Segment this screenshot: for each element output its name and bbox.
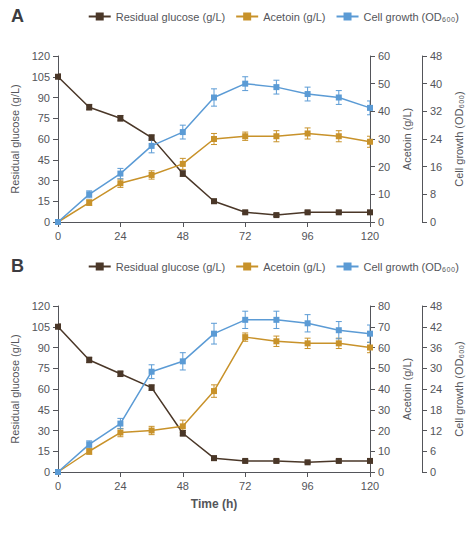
svg-text:8: 8 bbox=[430, 188, 436, 200]
svg-text:75: 75 bbox=[38, 362, 50, 374]
svg-text:105: 105 bbox=[32, 71, 50, 83]
svg-text:12: 12 bbox=[430, 425, 442, 437]
svg-text:96: 96 bbox=[301, 230, 313, 242]
svg-text:Acetoin (g/L): Acetoin (g/L) bbox=[263, 261, 325, 273]
svg-text:0: 0 bbox=[430, 466, 436, 478]
svg-text:10: 10 bbox=[378, 445, 390, 457]
svg-text:Acetoin (g/L): Acetoin (g/L) bbox=[263, 11, 325, 23]
svg-text:50: 50 bbox=[378, 78, 390, 90]
svg-text:72: 72 bbox=[239, 230, 251, 242]
svg-text:30: 30 bbox=[38, 425, 50, 437]
svg-text:96: 96 bbox=[301, 480, 313, 492]
svg-text:90: 90 bbox=[38, 92, 50, 104]
svg-text:120: 120 bbox=[361, 480, 379, 492]
svg-text:75: 75 bbox=[38, 112, 50, 124]
svg-text:105: 105 bbox=[32, 321, 50, 333]
svg-text:0: 0 bbox=[378, 216, 384, 228]
svg-text:24: 24 bbox=[430, 383, 442, 395]
svg-text:24: 24 bbox=[114, 480, 126, 492]
svg-text:40: 40 bbox=[378, 383, 390, 395]
svg-text:Residual glucose (g/L): Residual glucose (g/L) bbox=[116, 11, 225, 23]
svg-text:50: 50 bbox=[378, 362, 390, 374]
svg-text:6: 6 bbox=[430, 445, 436, 457]
svg-text:30: 30 bbox=[378, 404, 390, 416]
svg-text:48: 48 bbox=[177, 480, 189, 492]
svg-text:40: 40 bbox=[430, 78, 442, 90]
svg-text:0: 0 bbox=[44, 216, 50, 228]
svg-text:0: 0 bbox=[55, 480, 61, 492]
svg-text:0: 0 bbox=[378, 466, 384, 478]
svg-text:48: 48 bbox=[430, 50, 442, 62]
svg-text:Acetoin (g/L): Acetoin (g/L) bbox=[401, 358, 413, 420]
svg-text:20: 20 bbox=[378, 425, 390, 437]
svg-text:0: 0 bbox=[430, 216, 436, 228]
svg-text:120: 120 bbox=[32, 300, 50, 312]
svg-text:48: 48 bbox=[430, 300, 442, 312]
svg-text:Residual glucose (g/L): Residual glucose (g/L) bbox=[9, 84, 21, 193]
svg-text:A: A bbox=[11, 6, 24, 26]
svg-text:60: 60 bbox=[38, 383, 50, 395]
svg-text:30: 30 bbox=[430, 362, 442, 374]
svg-text:15: 15 bbox=[38, 195, 50, 207]
svg-text:Acetoin (g/L): Acetoin (g/L) bbox=[401, 108, 413, 170]
svg-text:Time (h): Time (h) bbox=[191, 497, 237, 511]
svg-text:72: 72 bbox=[239, 480, 251, 492]
svg-text:120: 120 bbox=[32, 50, 50, 62]
svg-text:Residual glucose (g/L): Residual glucose (g/L) bbox=[9, 334, 21, 443]
svg-text:30: 30 bbox=[38, 175, 50, 187]
svg-text:42: 42 bbox=[430, 321, 442, 333]
svg-text:16: 16 bbox=[430, 161, 442, 173]
svg-text:24: 24 bbox=[430, 133, 442, 145]
svg-text:20: 20 bbox=[378, 161, 390, 173]
svg-text:48: 48 bbox=[177, 230, 189, 242]
svg-text:80: 80 bbox=[378, 300, 390, 312]
svg-text:45: 45 bbox=[38, 404, 50, 416]
svg-text:120: 120 bbox=[361, 230, 379, 242]
svg-text:30: 30 bbox=[378, 133, 390, 145]
svg-text:Residual glucose (g/L): Residual glucose (g/L) bbox=[116, 261, 225, 273]
svg-text:60: 60 bbox=[378, 342, 390, 354]
svg-text:24: 24 bbox=[114, 230, 126, 242]
svg-text:32: 32 bbox=[430, 105, 442, 117]
svg-text:10: 10 bbox=[378, 188, 390, 200]
svg-text:60: 60 bbox=[378, 50, 390, 62]
svg-text:70: 70 bbox=[378, 321, 390, 333]
svg-text:B: B bbox=[11, 256, 24, 276]
svg-text:60: 60 bbox=[38, 133, 50, 145]
svg-text:Cell growth (OD₆₀₀): Cell growth (OD₆₀₀) bbox=[364, 11, 459, 23]
svg-text:15: 15 bbox=[38, 445, 50, 457]
svg-text:0: 0 bbox=[44, 466, 50, 478]
svg-text:0: 0 bbox=[55, 230, 61, 242]
svg-text:40: 40 bbox=[378, 105, 390, 117]
svg-text:45: 45 bbox=[38, 154, 50, 166]
svg-text:18: 18 bbox=[430, 404, 442, 416]
svg-text:Cell growth (OD₆₀₀): Cell growth (OD₆₀₀) bbox=[453, 341, 465, 436]
svg-text:Cell growth (OD₆₀₀): Cell growth (OD₆₀₀) bbox=[453, 91, 465, 186]
svg-text:Cell growth (OD₆₀₀): Cell growth (OD₆₀₀) bbox=[364, 261, 459, 273]
svg-text:90: 90 bbox=[38, 342, 50, 354]
svg-text:36: 36 bbox=[430, 342, 442, 354]
